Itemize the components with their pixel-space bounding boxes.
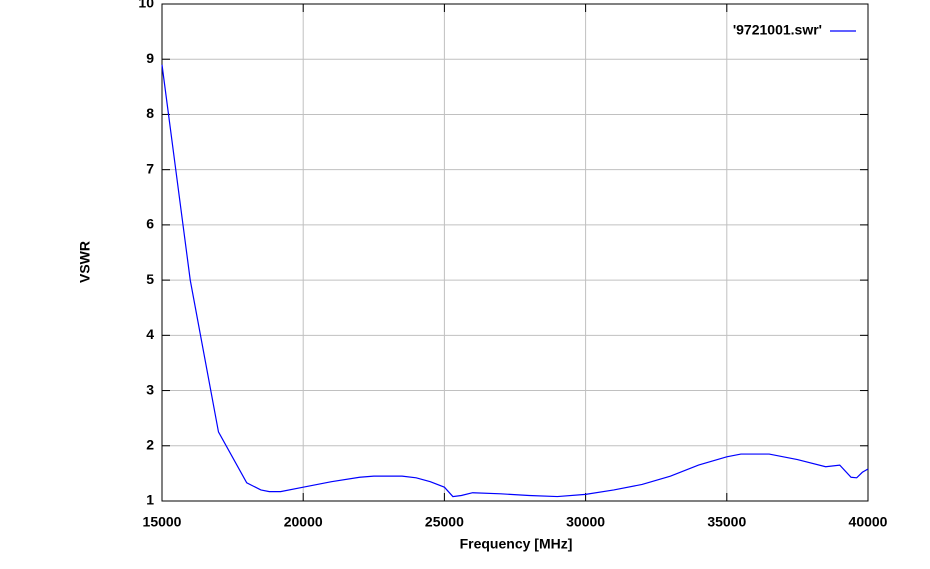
y-tick-label: 10 (138, 0, 154, 11)
x-tick-label: 15000 (143, 514, 182, 530)
x-tick-label: 25000 (425, 514, 464, 530)
y-tick-label: 6 (146, 216, 154, 232)
y-tick-label: 8 (146, 105, 154, 121)
x-tick-label: 40000 (849, 514, 888, 530)
x-tick-label: 20000 (284, 514, 323, 530)
x-tick-label: 30000 (566, 514, 605, 530)
x-tick-label: 35000 (707, 514, 746, 530)
y-tick-label: 9 (146, 50, 154, 66)
legend-label: '9721001.swr' (733, 22, 822, 38)
x-axis-label: Frequency [MHz] (460, 536, 573, 552)
y-axis-label: VSWR (77, 241, 93, 283)
plot-border (161, 3, 869, 502)
y-tick-label: 1 (146, 492, 154, 508)
y-tick-label: 2 (146, 436, 154, 452)
data-line (161, 64, 869, 498)
y-tick-label: 4 (146, 326, 154, 342)
y-tick-label: 7 (146, 160, 154, 176)
y-tick-label: 5 (146, 271, 154, 287)
y-tick-label: 3 (146, 381, 154, 397)
